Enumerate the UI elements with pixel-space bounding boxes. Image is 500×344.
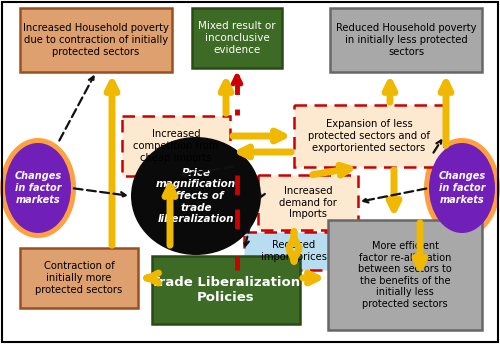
Ellipse shape (429, 143, 495, 233)
Text: Increased
competition from
cheap imports: Increased competition from cheap imports (133, 129, 219, 163)
Ellipse shape (424, 138, 500, 238)
Text: Trade Liberalization
Policies: Trade Liberalization Policies (152, 276, 300, 304)
Text: More efficient
factor re-allocation
between sectors to
the benefits of the
initi: More efficient factor re-allocation betw… (358, 241, 452, 309)
FancyBboxPatch shape (20, 248, 138, 308)
Text: Increased Household poverty
due to contraction of initially
protected sectors: Increased Household poverty due to contr… (23, 23, 169, 57)
Text: Reduced Household poverty
in initially less protected
sectors: Reduced Household poverty in initially l… (336, 23, 476, 57)
Text: Mixed result or
inconclusive
evidence: Mixed result or inconclusive evidence (198, 21, 276, 55)
Text: Increased
demand for
Imports: Increased demand for Imports (279, 186, 337, 219)
FancyBboxPatch shape (122, 116, 230, 176)
Text: Reduced
import prices: Reduced import prices (261, 240, 327, 262)
Text: Expansion of less
protected sectors and of
exportoriented sectors: Expansion of less protected sectors and … (308, 119, 430, 153)
Text: Price
magnification
effects of
trade
liberalization: Price magnification effects of trade lib… (156, 168, 236, 224)
FancyBboxPatch shape (328, 220, 482, 330)
Text: Contraction of
initially more
protected sectors: Contraction of initially more protected … (36, 261, 122, 294)
FancyBboxPatch shape (152, 256, 300, 324)
FancyBboxPatch shape (294, 105, 444, 167)
Ellipse shape (0, 138, 76, 238)
Text: Changes
in factor
markets: Changes in factor markets (14, 171, 62, 205)
Text: Changes
in factor
markets: Changes in factor markets (438, 171, 486, 205)
FancyBboxPatch shape (20, 8, 172, 72)
FancyBboxPatch shape (330, 8, 482, 72)
FancyBboxPatch shape (258, 175, 358, 230)
FancyBboxPatch shape (192, 8, 282, 68)
Ellipse shape (131, 137, 261, 255)
Ellipse shape (5, 143, 71, 233)
FancyBboxPatch shape (244, 232, 344, 270)
